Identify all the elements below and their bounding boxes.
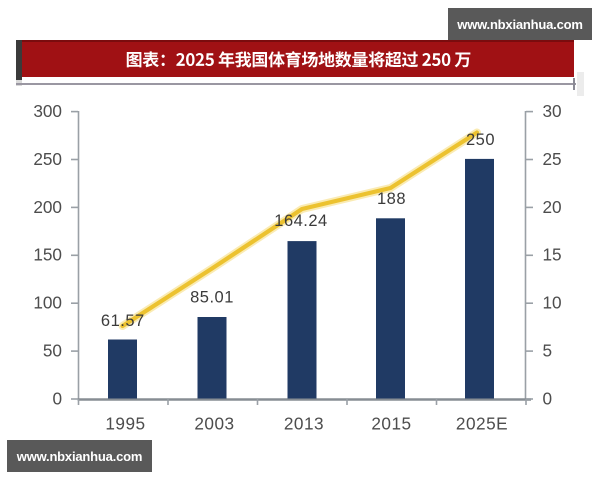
svg-text:2025E: 2025E	[456, 414, 508, 434]
svg-text:300: 300	[33, 101, 62, 121]
svg-text:30: 30	[543, 101, 562, 121]
svg-text:2015: 2015	[371, 414, 411, 434]
svg-text:2013: 2013	[284, 414, 324, 434]
svg-text:10: 10	[543, 293, 562, 313]
svg-text:164.24: 164.24	[274, 212, 327, 230]
svg-text:85.01: 85.01	[190, 289, 234, 307]
svg-text:188: 188	[377, 190, 406, 208]
svg-text:150: 150	[33, 245, 62, 265]
svg-text:250: 250	[466, 131, 495, 149]
svg-text:0: 0	[543, 388, 553, 408]
svg-text:2003: 2003	[194, 414, 234, 434]
svg-text:0: 0	[52, 388, 62, 408]
svg-text:1995: 1995	[105, 414, 145, 434]
svg-text:15: 15	[543, 245, 562, 265]
svg-text:25: 25	[543, 149, 562, 169]
svg-text:100: 100	[33, 293, 62, 313]
svg-text:61.57: 61.57	[101, 312, 145, 330]
svg-text:200: 200	[33, 197, 62, 217]
svg-text:250: 250	[33, 149, 62, 169]
svg-text:50: 50	[43, 341, 62, 361]
svg-text:20: 20	[543, 197, 562, 217]
svg-text:5: 5	[543, 341, 553, 361]
